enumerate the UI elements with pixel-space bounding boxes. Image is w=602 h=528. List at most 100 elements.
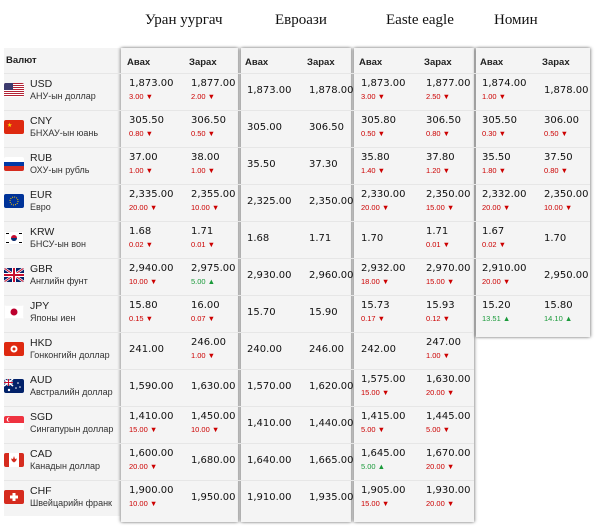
row-separator (4, 443, 474, 444)
rate-cell-b1-chf: 1,900.00 10.00 ▼ (125, 480, 185, 517)
rate-value: 1,590.00 (129, 381, 174, 392)
jp-flag-icon (4, 305, 24, 319)
row-separator (4, 73, 590, 74)
rate-cell-s1-eur: 2,355.00 10.00 ▼ (187, 184, 247, 221)
gb-flag-icon (4, 268, 24, 282)
rate-change: 20.00 ▼ (361, 203, 390, 212)
rate-cell-s3-sgd: 1,445.00 5.00 ▼ (422, 406, 482, 443)
rate-cell-s2-eur: 2,350.00 (305, 184, 365, 221)
rate-value: 306.50 (191, 115, 226, 126)
currency-row-cad: CAD Канадын доллар (0, 443, 118, 480)
column-header-buy: Авах (245, 57, 269, 68)
rate-value: 35.50 (482, 152, 511, 163)
rate-value: 1,900.00 (129, 485, 174, 496)
currency-name: Английн фунт (30, 276, 88, 286)
currency-name: Канадын доллар (30, 461, 100, 471)
rate-cell-b4-krw: 1.67 0.02 ▼ (478, 221, 538, 258)
rate-value: 2,940.00 (129, 263, 174, 274)
rate-cell-s4-krw: 1.70 (540, 221, 600, 258)
rate-value: 2,325.00 (247, 196, 292, 207)
rate-value: 1.71 (191, 226, 214, 237)
rate-value: 1,450.00 (191, 411, 236, 422)
rate-cell-b2-gbr: 2,930.00 (243, 258, 303, 295)
rate-cell-s3-rub: 37.80 1.20 ▼ (422, 147, 482, 184)
rate-change: 5.00 ▲ (191, 277, 216, 286)
column-header-buy: Авах (359, 57, 383, 68)
rate-value: 305.50 (482, 115, 517, 126)
rate-cell-s1-usd: 1,877.00 2.00 ▼ (187, 73, 247, 110)
rate-value: 15.93 (426, 300, 455, 311)
rate-cell-b3-rub: 35.80 1.40 ▼ (357, 147, 417, 184)
rate-cell-s3-krw: 1.71 0.01 ▼ (422, 221, 482, 258)
row-separator (4, 110, 590, 111)
currency-row-usd: USD АНУ-ын доллар (0, 73, 118, 110)
rate-value: 1.71 (309, 233, 332, 244)
rate-cell-b4-usd: 1,874.00 1.00 ▼ (478, 73, 538, 110)
currency-code: RUB (30, 152, 53, 164)
rate-value: 1,630.00 (191, 381, 236, 392)
rate-change: 5.00 ▼ (426, 425, 451, 434)
rate-change: 15.00 ▼ (129, 425, 158, 434)
rate-value: 1,445.00 (426, 411, 471, 422)
rate-value: 1.70 (361, 233, 384, 244)
rate-change: 20.00 ▼ (129, 462, 158, 471)
rate-change: 1.00 ▼ (482, 92, 507, 101)
rate-value: 37.30 (309, 159, 338, 170)
column-header-buy: Авах (127, 57, 151, 68)
rate-change: 5.00 ▼ (361, 425, 386, 434)
rate-value: 1,874.00 (482, 78, 527, 89)
rate-cell-s3-cad: 1,670.00 20.00 ▼ (422, 443, 482, 480)
currency-code: GBR (30, 263, 53, 275)
rate-value: 1.68 (247, 233, 270, 244)
rate-change: 20.00 ▼ (426, 462, 455, 471)
rate-change: 0.80 ▼ (544, 166, 569, 175)
rate-cell-s2-krw: 1.71 (305, 221, 365, 258)
rate-change: 20.00 ▼ (482, 277, 511, 286)
rate-value: 246.00 (191, 337, 226, 348)
currency-row-gbr: GBR Английн фунт (0, 258, 118, 295)
rate-value: 1,680.00 (191, 455, 236, 466)
rate-change: 20.00 ▼ (129, 203, 158, 212)
currency-name: БНХАУ-ын юань (30, 128, 99, 138)
currency-row-chf: CHF Швейцарийн франк (0, 480, 118, 517)
bank-title-euroasia: Евроази (275, 12, 327, 28)
currency-code: CAD (30, 448, 53, 460)
rate-value: 35.80 (361, 152, 390, 163)
rate-change: 10.00 ▼ (191, 425, 220, 434)
rate-cell-b1-cny: 305.50 0.80 ▼ (125, 110, 185, 147)
currency-name: Японы иен (30, 313, 76, 323)
rate-cell-b3-chf: 1,905.00 15.00 ▼ (357, 480, 417, 517)
rate-cell-s1-jpy: 16.00 0.07 ▼ (187, 295, 247, 332)
rate-change: 0.80 ▼ (426, 129, 451, 138)
rate-value: 1,620.00 (309, 381, 354, 392)
rate-value: 2,355.00 (191, 189, 236, 200)
rate-change: 20.00 ▼ (426, 499, 455, 508)
cn-flag-icon: ★ (4, 120, 24, 134)
rate-value: 306.50 (309, 122, 344, 133)
rate-cell-b3-jpy: 15.73 0.17 ▼ (357, 295, 417, 332)
sg-flag-icon (4, 416, 24, 430)
currency-row-eur: EUR Евро (0, 184, 118, 221)
rate-value: 1,645.00 (361, 448, 406, 459)
hk-flag-icon (4, 342, 24, 356)
kr-flag-icon (4, 231, 24, 245)
rate-cell-s4-usd: 1,878.00 (540, 73, 600, 110)
rate-cell-b1-aud: 1,590.00 (125, 369, 185, 406)
currency-code: HKD (30, 337, 53, 349)
rate-cell-s3-gbr: 2,970.00 15.00 ▼ (422, 258, 482, 295)
rate-value: 305.50 (129, 115, 164, 126)
currency-name: БНСУ-ын вон (30, 239, 86, 249)
row-separator (4, 332, 474, 333)
currency-code: JPY (30, 300, 50, 312)
rate-change: 20.00 ▼ (482, 203, 511, 212)
rate-value: 1.68 (129, 226, 152, 237)
currency-row-krw: KRW БНСУ-ын вон (0, 221, 118, 258)
rate-cell-s2-aud: 1,620.00 (305, 369, 365, 406)
rate-change: 2.00 ▼ (191, 92, 216, 101)
rate-change: 1.00 ▼ (426, 351, 451, 360)
rate-value: 1.70 (544, 233, 567, 244)
rate-value: 15.20 (482, 300, 511, 311)
rate-value: 35.50 (247, 159, 276, 170)
rate-change: 1.80 ▼ (482, 166, 507, 175)
currency-name: Сингапурын доллар (30, 424, 114, 434)
